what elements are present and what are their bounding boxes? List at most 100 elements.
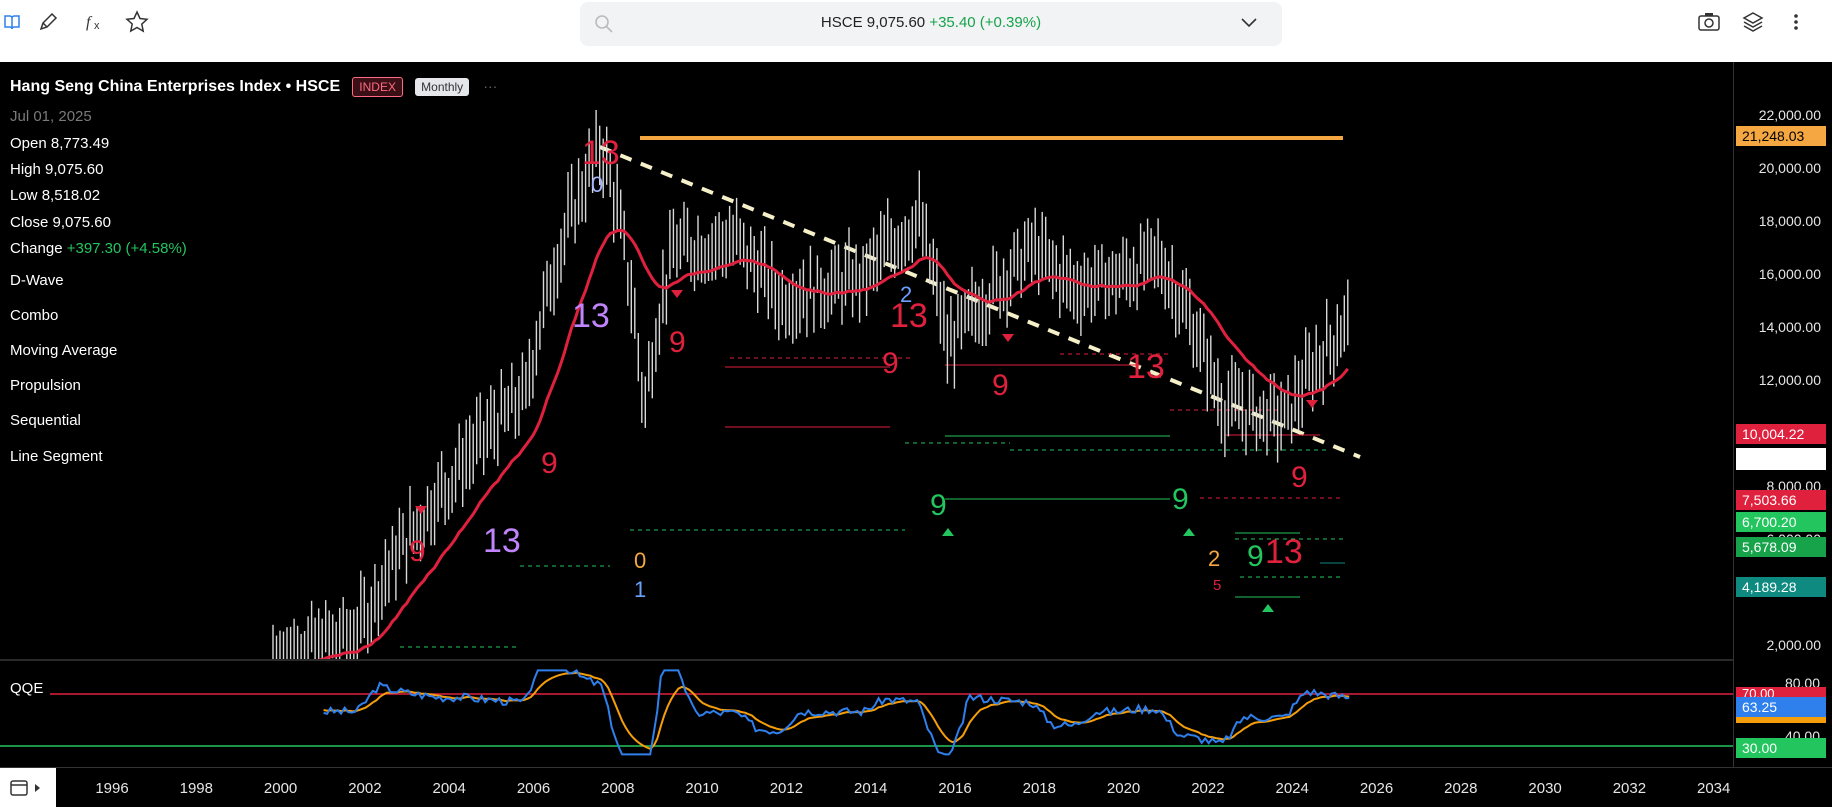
indicator-sequential[interactable]: Sequential [10, 412, 81, 429]
open-row: Open 8,773.49 [10, 135, 109, 152]
level-lines [725, 364, 1320, 436]
count-9-label: 9 [409, 535, 426, 568]
price-badge-teal: 4,189.28 [1736, 577, 1826, 597]
pencil-icon[interactable] [36, 10, 60, 34]
qqe-badge-value: 63.25 [1736, 697, 1826, 717]
close-label: Close [10, 214, 49, 231]
price-tick: 14,000.00 [1758, 319, 1821, 335]
change-row: Change +397.30 (+4.58%) [10, 240, 187, 257]
count-2-label: 2 [1208, 546, 1220, 571]
year-label: 2006 [516, 780, 551, 797]
date-range-button[interactable] [0, 768, 56, 807]
count-13-label: 13 [483, 522, 521, 560]
year-label: 2026 [1359, 780, 1394, 797]
count-9-label: 9 [882, 347, 899, 380]
calendar-icon [10, 779, 40, 796]
count-9-label: 9 [992, 369, 1009, 402]
count-9-label: 9 [1247, 540, 1264, 573]
year-label: 2004 [432, 780, 466, 797]
search-icon [594, 14, 614, 39]
qqe-badge-slow [1736, 717, 1826, 723]
count-0-label: 0 [634, 548, 646, 573]
year-label: 2028 [1444, 780, 1478, 797]
count-13-label: 13 [572, 297, 610, 335]
low-row: Low 8,518.02 [10, 187, 100, 204]
year-label: 2020 [1106, 780, 1141, 797]
price-badge-green: 6,700.20 [1736, 512, 1826, 532]
year-label: 2002 [348, 780, 382, 797]
buy-arrow-icon [1183, 528, 1195, 536]
year-label: 2000 [263, 780, 298, 797]
book-icon[interactable] [0, 10, 24, 34]
support-lines [400, 442, 1345, 648]
qqe-badge-oversold: 30.00 [1736, 738, 1826, 758]
quote-summary: HSCE 9,075.60 +35.40 (+0.39%) [580, 14, 1282, 31]
price-bars [272, 110, 1349, 659]
year-label: 2034 [1697, 780, 1731, 797]
price-badge-red: 7,503.66 [1736, 490, 1826, 510]
count-9-label: 9 [669, 326, 686, 359]
svg-text:x: x [94, 20, 100, 32]
more-icon[interactable] [1784, 10, 1808, 34]
chart-legend: Hang Seng China Enterprises Index • HSCE… [10, 77, 497, 97]
chevron-down-icon[interactable] [1240, 16, 1258, 35]
svg-text:f: f [86, 14, 93, 31]
year-label: 2008 [601, 780, 635, 797]
indicator-moving-average[interactable]: Moving Average [10, 342, 118, 359]
price-change-pct: (+0.39%) [979, 14, 1042, 31]
buy-arrow-icon [1262, 604, 1274, 612]
indicator-line-segment[interactable]: Line Segment [10, 448, 103, 465]
qqe-fast-line [323, 669, 1350, 756]
symbol: HSCE [820, 14, 863, 31]
sell-arrow-icon [1002, 334, 1014, 342]
count-9-label: 9 [541, 447, 558, 480]
count-13-label: 13 [1265, 533, 1303, 571]
indicator-dwave[interactable]: D-Wave [10, 272, 64, 289]
price-tick: 20,000.00 [1758, 160, 1821, 176]
panel-divider[interactable] [0, 659, 1733, 661]
interval-badge[interactable]: Monthly [415, 78, 470, 96]
price-chart[interactable]: 13 0 13 9 0 1 9 13 9 2 13 9 9 9 13 9 2 5… [0, 62, 1733, 659]
price-tick: 16,000.00 [1758, 266, 1821, 282]
close-row: Close 9,075.60 [10, 214, 111, 231]
year-label: 2032 [1612, 780, 1647, 797]
price-axis[interactable]: 22,000.00 20,000.00 18,000.00 16,000.00 … [1733, 62, 1832, 767]
price-badge-red: 10,004.22 [1736, 424, 1826, 444]
close-value: 9,075.60 [52, 214, 111, 231]
year-label: 1996 [95, 780, 129, 797]
instrument-title: Hang Seng China Enterprises Index • HSCE [10, 77, 341, 95]
price-change: +35.40 [929, 14, 976, 31]
year-label: 1998 [179, 780, 213, 797]
count-9-label: 9 [1172, 483, 1189, 516]
high-value: 9,075.60 [45, 161, 104, 178]
price-chart-panel[interactable]: 13 0 13 9 0 1 9 13 9 2 13 9 9 9 13 9 2 5… [0, 62, 1832, 659]
year-label: 2010 [685, 780, 719, 797]
star-icon[interactable] [125, 10, 149, 34]
open-value: 8,773.49 [50, 135, 110, 152]
legend-more-button[interactable]: ··· [483, 77, 498, 94]
count-13-label: 13 [890, 297, 928, 335]
symbol-search[interactable]: HSCE 9,075.60 +35.40 (+0.39%) [580, 2, 1282, 46]
count-0-label: 0 [591, 172, 603, 197]
high-label: High [10, 161, 41, 178]
year-label: 2030 [1528, 780, 1562, 797]
moving-average-line [318, 228, 1349, 659]
indicator-propulsion[interactable]: Propulsion [10, 377, 81, 394]
resistance-dashed-lines [730, 353, 1340, 499]
camera-icon[interactable] [1697, 10, 1721, 34]
trend-line[interactable] [599, 145, 1361, 459]
price-badge-green: 5,678.09 [1736, 537, 1826, 557]
qqe-chart[interactable] [0, 661, 1733, 767]
sell-arrow-icon [1306, 400, 1318, 408]
indicator-combo[interactable]: Combo [10, 307, 59, 324]
green-level-lines [945, 435, 1300, 598]
count-2-label: 2 [900, 282, 912, 307]
open-label: Open [10, 135, 47, 152]
year-label: 2014 [854, 780, 888, 797]
qqe-panel[interactable]: QQE [0, 661, 1733, 767]
time-axis[interactable]: 1996 1998 2000 2002 2004 2006 2008 2010 2012 2014… [0, 767, 1832, 807]
layers-icon[interactable] [1741, 10, 1765, 34]
year-label: 2012 [769, 780, 804, 797]
count-9-label: 9 [1291, 461, 1308, 494]
